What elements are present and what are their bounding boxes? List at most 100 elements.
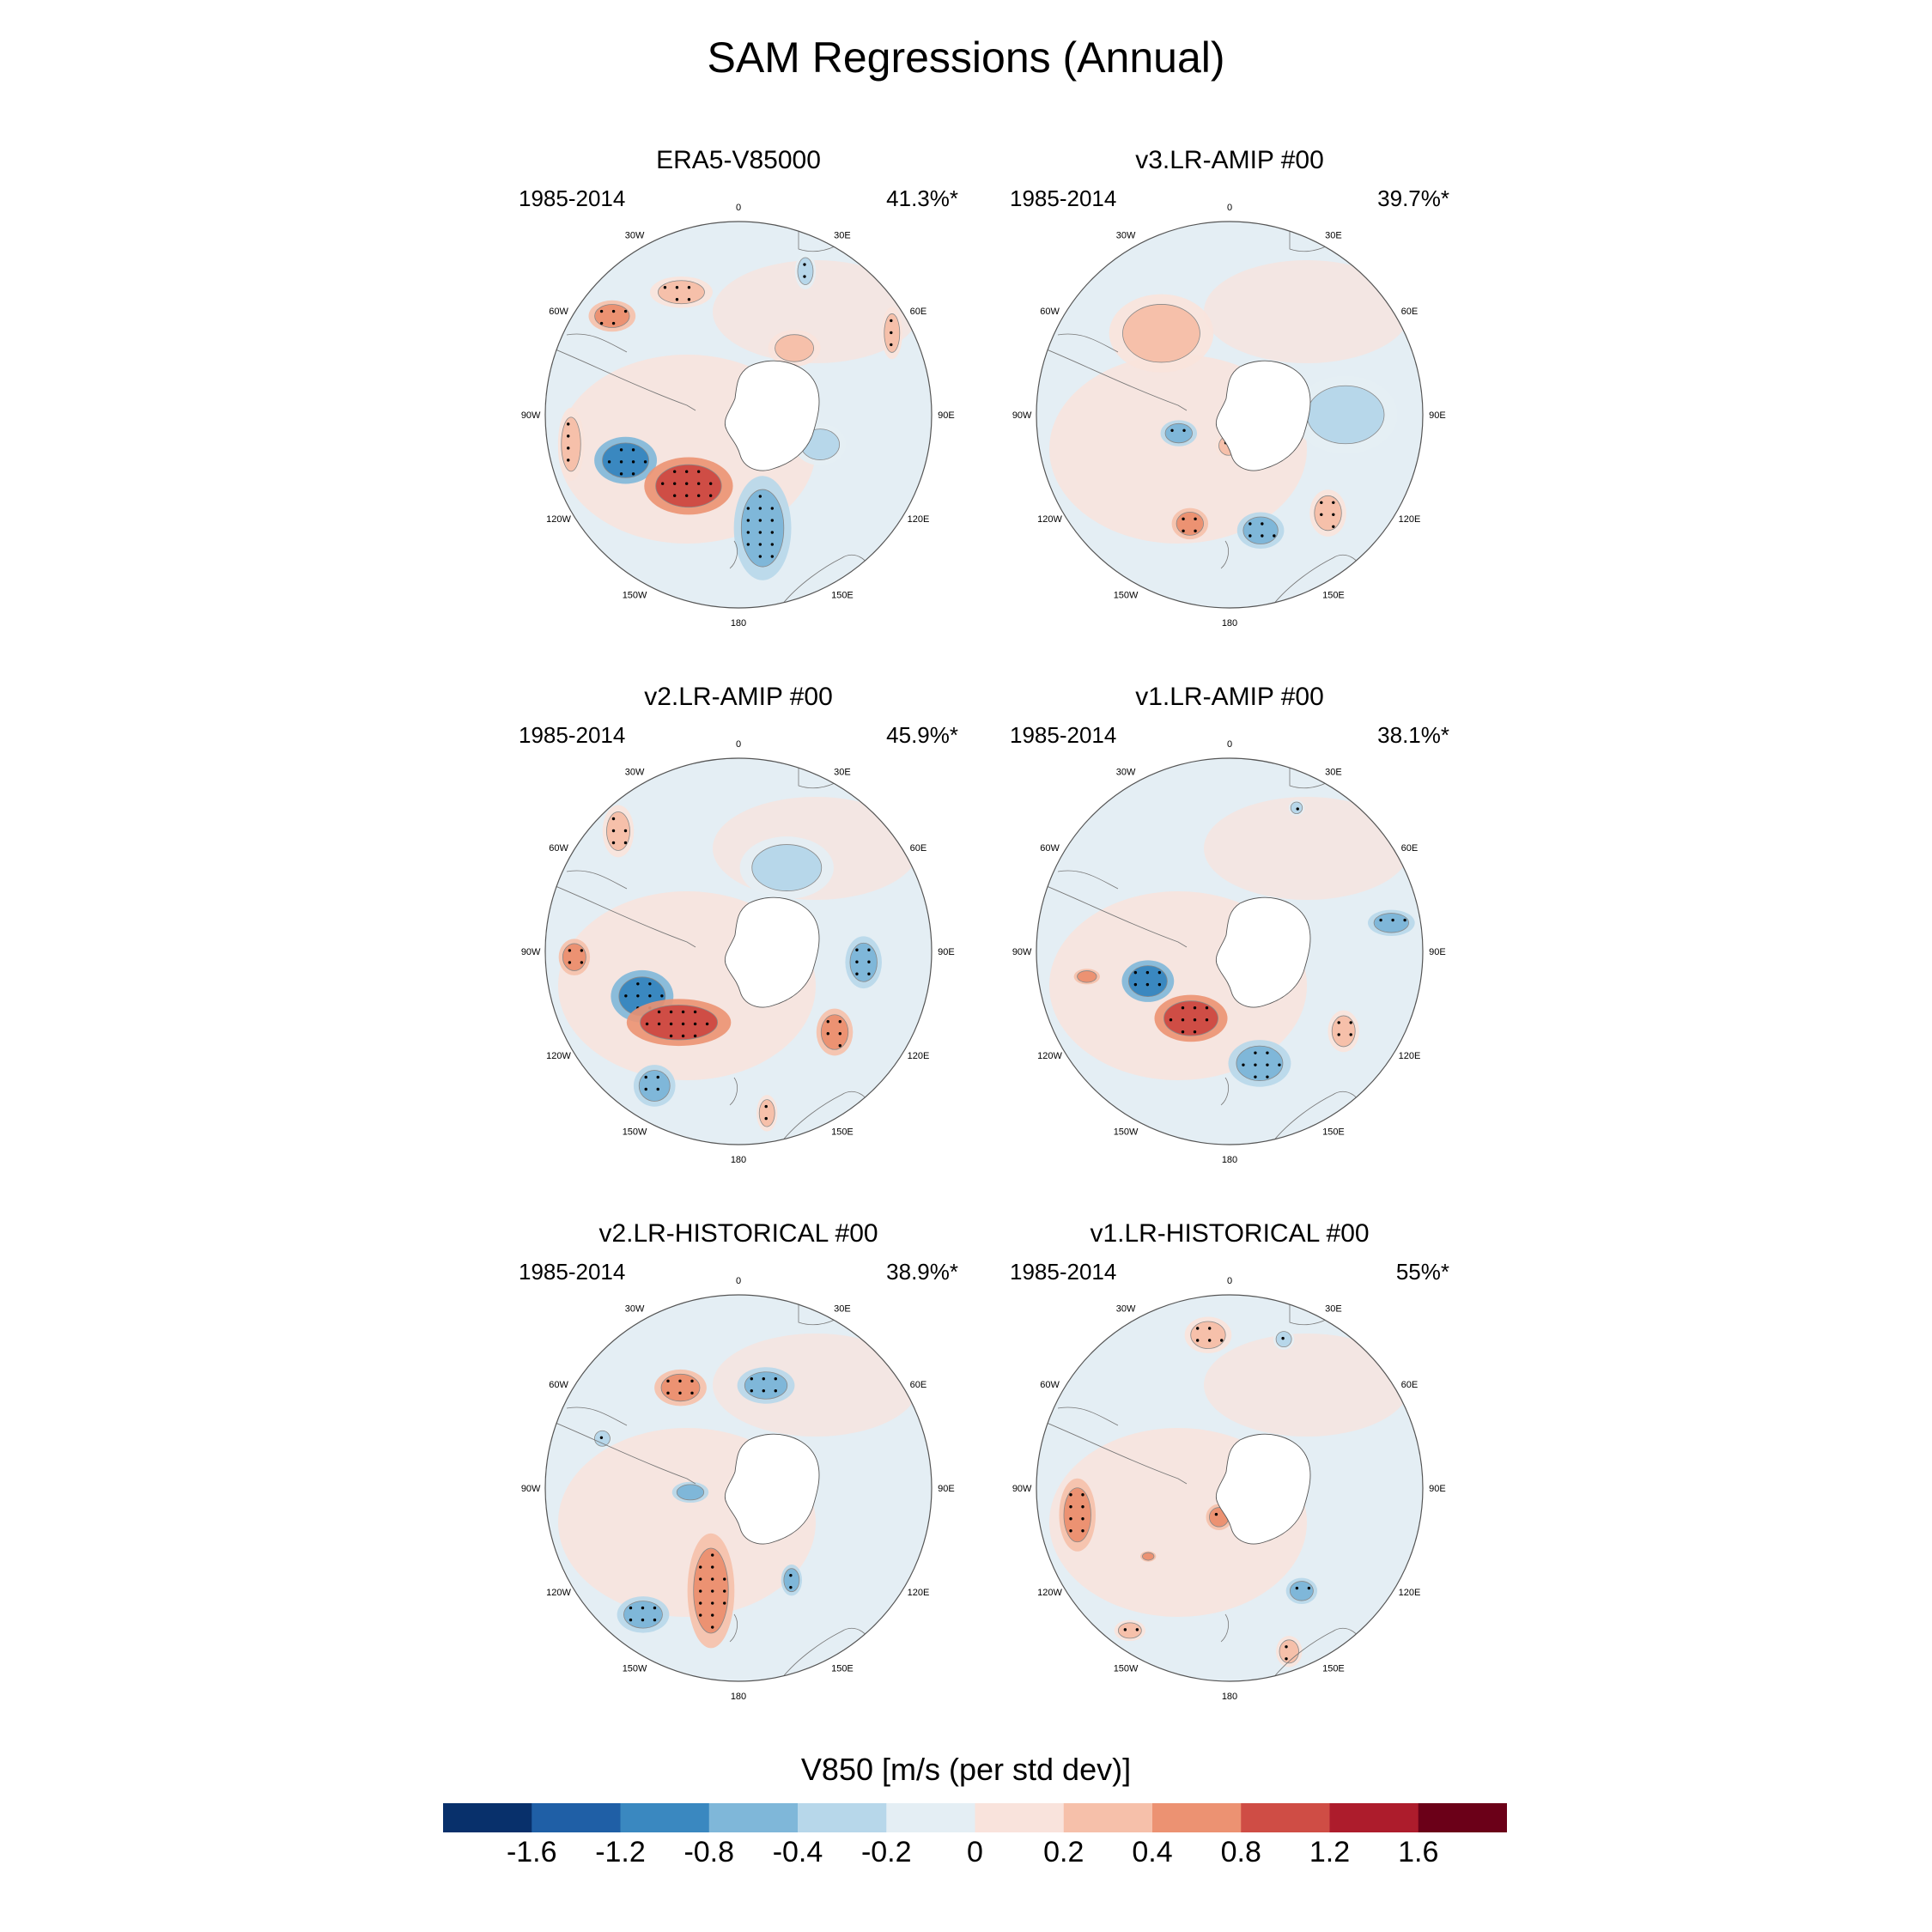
longitude-label: 30E [1325, 768, 1342, 778]
longitude-label: 30E [834, 231, 851, 241]
significance-dot [1193, 1030, 1197, 1034]
longitude-label: 180 [731, 1692, 746, 1700]
map-anomaly-core [775, 334, 814, 362]
significance-dot [855, 948, 859, 951]
significance-dot [1278, 1063, 1281, 1066]
significance-dot [789, 1585, 793, 1589]
colorbar-tick-label: 0.8 [1220, 1836, 1261, 1868]
colorbar-segment [708, 1803, 799, 1832]
longitude-label: 120E [1399, 1051, 1421, 1061]
map-anomaly-core [1290, 801, 1303, 814]
panel-percent: 55%* [1395, 1259, 1449, 1285]
colorbar-tick-label: 0.2 [1043, 1836, 1084, 1868]
antarctica-landmass [1216, 1433, 1311, 1545]
significance-dot [672, 482, 677, 485]
significance-dot [838, 1044, 841, 1048]
significance-dot [1337, 1021, 1340, 1024]
significance-dot [746, 519, 750, 522]
longitude-label: 120E [908, 514, 930, 525]
significance-dot [770, 555, 775, 558]
significance-dot [699, 1565, 702, 1569]
significance-dot [669, 1010, 673, 1014]
south-america-coastline [1057, 333, 1119, 353]
significance-dot [1195, 1339, 1200, 1342]
longitude-label: 150E [831, 1127, 854, 1137]
south-america-coastline [1057, 1406, 1119, 1426]
longitude-label: 120W [1037, 1588, 1062, 1598]
significance-dot [1182, 517, 1185, 521]
significance-dot [1081, 1493, 1084, 1497]
longitude-label: 0 [1227, 739, 1232, 750]
significance-dot [660, 994, 664, 998]
significance-dot [890, 343, 893, 347]
polar-map: 0 30E 60E 90E 120E 150E 180 150W 120W 90W 60W 30W [1012, 1276, 1446, 1700]
significance-dot [746, 543, 750, 546]
significance-dot [1205, 1005, 1209, 1010]
longitude-label: 60W [549, 307, 568, 317]
map-anomaly-core [594, 304, 630, 328]
significance-dot [657, 1010, 661, 1014]
significance-dot [696, 470, 701, 473]
significance-dot [1170, 428, 1174, 432]
longitude-label: 60W [1040, 307, 1060, 317]
longitude-label: 30W [1116, 768, 1136, 778]
map-anomaly-core [849, 942, 878, 982]
longitude-label: 90E [938, 1484, 955, 1494]
longitude-label: 90E [938, 947, 955, 957]
significance-dot [567, 434, 570, 438]
significance-dot [1133, 982, 1138, 987]
significance-dot [855, 972, 859, 975]
colorbar-segment [1329, 1803, 1419, 1832]
significance-dot [619, 448, 623, 452]
longitude-label: 120W [1037, 1051, 1062, 1061]
significance-dot [567, 459, 570, 462]
longitude-label: 90E [938, 410, 955, 421]
map-anomaly-core [1117, 1622, 1142, 1639]
longitude-label: 180 [1222, 618, 1237, 627]
polar-map: 0 30E 60E 90E 120E 150E 180 150W 120W 90W 60W 30W [521, 739, 955, 1163]
significance-dot [678, 1391, 682, 1395]
significance-dot [675, 298, 679, 301]
significance-dot [657, 1022, 661, 1026]
significance-dot [1391, 918, 1394, 922]
significance-dot [611, 817, 616, 821]
map-anomaly-core [655, 464, 722, 508]
map-anomaly-core [1314, 495, 1342, 532]
significance-dot [1182, 529, 1185, 533]
colorbar-segment [1418, 1803, 1507, 1832]
significance-dot [1332, 513, 1335, 517]
colorbar-tick-label: 1.2 [1309, 1836, 1351, 1868]
map-anomaly-field [1204, 260, 1410, 363]
significance-dot [774, 1377, 777, 1381]
longitude-label: 120E [1399, 514, 1421, 525]
longitude-label: 60E [1401, 843, 1419, 854]
significance-dot [705, 1022, 709, 1026]
significance-dot [624, 994, 628, 998]
longitude-label: 150W [623, 590, 647, 600]
significance-dot [1261, 534, 1264, 538]
antarctica-landmass [1216, 896, 1311, 1008]
significance-dot [1193, 1005, 1197, 1010]
significance-dot [1349, 1021, 1352, 1024]
colorbar-tick-label: -1.2 [595, 1836, 646, 1868]
map-anomaly-core [1306, 385, 1385, 445]
longitude-label: 90W [1012, 410, 1032, 421]
significance-dot [619, 472, 623, 476]
significance-dot [1266, 1063, 1269, 1066]
significance-dot [711, 1553, 714, 1557]
significance-dot [1254, 1075, 1257, 1078]
longitude-label: 120W [546, 514, 571, 525]
significance-dot [696, 482, 701, 485]
significance-dot [1214, 1512, 1218, 1516]
significance-dot [1219, 1339, 1224, 1342]
significance-dot [660, 482, 665, 485]
longitude-label: 120W [1037, 514, 1062, 525]
map-anomaly-core [1122, 304, 1200, 363]
longitude-label: 30E [1325, 1304, 1342, 1315]
panel-v1-historical: v1.LR-HISTORICAL #00 1985-2014 55%* 0 30E… [1006, 1219, 1453, 1700]
panel-percent: 45.9%* [886, 722, 958, 748]
significance-dot [1242, 1063, 1245, 1066]
longitude-label: 150E [831, 1663, 854, 1674]
significance-dot [641, 1606, 645, 1610]
longitude-label: 90E [1429, 1484, 1446, 1494]
